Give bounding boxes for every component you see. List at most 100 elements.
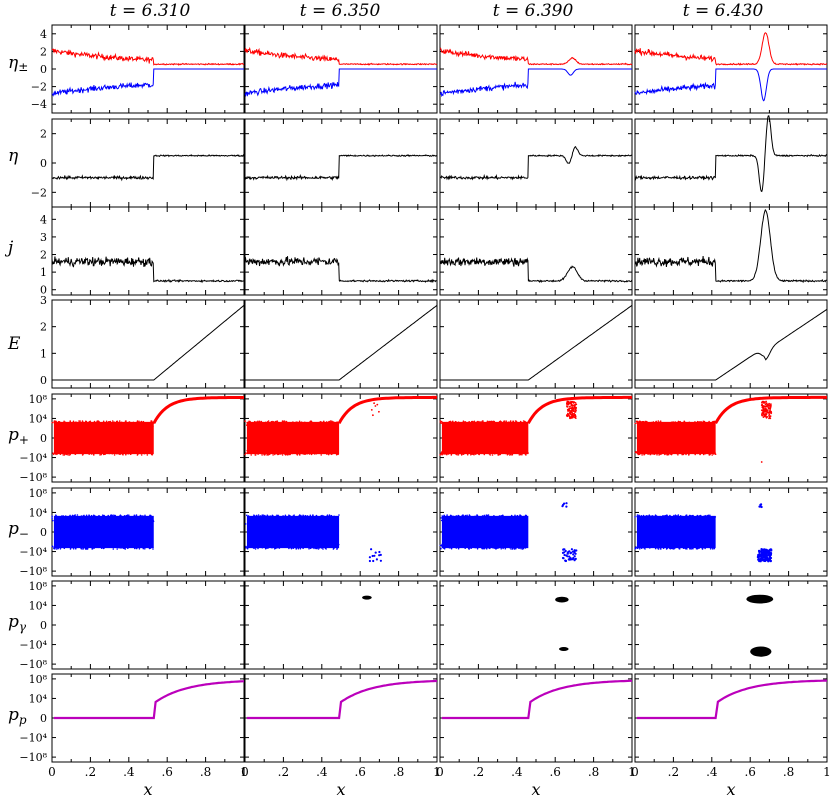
scatter-point [526, 543, 528, 545]
scatter-point [130, 453, 132, 455]
scatter-point [117, 449, 120, 451]
scatter-point [698, 421, 700, 424]
panel-frame [439, 580, 633, 670]
scatter-point [444, 422, 447, 425]
scatter-point [674, 421, 677, 423]
scatter-point [274, 547, 277, 550]
scatter-point [482, 420, 484, 422]
scatter-point [55, 453, 57, 456]
scatter-point [320, 454, 323, 456]
scatter-point [444, 519, 446, 522]
scatter-point [454, 451, 456, 454]
scatter-point [456, 518, 459, 521]
scatter-point [300, 421, 303, 424]
scatter-point [491, 454, 494, 456]
scatter-point [768, 415, 770, 417]
panel-p_plus-2 [244, 393, 438, 483]
scatter-point [502, 421, 505, 423]
scatter-point [768, 407, 770, 410]
scatter-point [325, 421, 328, 423]
scatter-point [451, 421, 454, 423]
scatter-point [75, 421, 77, 424]
scatter-point [300, 514, 302, 517]
y-tick-label: 10⁴ [29, 599, 48, 612]
panel-eta-3 [439, 118, 633, 208]
scatter-point [573, 549, 576, 552]
scatter-point [483, 514, 486, 517]
scatter-point [104, 516, 106, 519]
scatter-point [760, 554, 764, 557]
scatter-point [111, 422, 113, 424]
x-tick-label: 1 [433, 765, 441, 779]
scatter-point [572, 556, 575, 560]
scatter-point [78, 421, 81, 424]
scatter-point [686, 423, 689, 426]
scatter-point [506, 421, 508, 424]
scatter-point [524, 547, 527, 549]
x-tick-label: 1 [628, 765, 636, 779]
scatter-point [499, 544, 502, 546]
scatter-point [699, 450, 702, 453]
scatter-point [681, 453, 683, 456]
scatter-point [68, 448, 71, 451]
y-tick-label: 0 [40, 284, 47, 297]
panel-p_minus-1: 10⁸ 10⁴ 0 −10⁴ −10⁸ [19, 487, 245, 578]
scatter-point [297, 515, 300, 518]
scatter-point [74, 449, 76, 451]
scatter-branch-p-p [246, 679, 437, 720]
scatter-point [761, 409, 764, 412]
scatter-point [638, 420, 641, 423]
scatter-point [768, 417, 770, 420]
scatter-point [658, 543, 660, 545]
scatter-point [770, 412, 772, 415]
scatter-point [150, 453, 153, 456]
scatter-point [290, 547, 293, 550]
scatter-point [371, 554, 374, 558]
scatter-point [52, 547, 55, 549]
scatter-point [116, 425, 119, 428]
scatter-point [264, 423, 266, 426]
scatter-point [483, 453, 486, 456]
scatter-point [306, 545, 308, 547]
scatter-point [327, 427, 329, 429]
scatter-point [439, 454, 441, 456]
scatter-point [510, 519, 513, 521]
scatter-point [83, 427, 86, 429]
scatter-point [485, 544, 488, 546]
scatter-point [332, 517, 335, 519]
scatter-point [671, 425, 674, 427]
scatter-point [445, 452, 447, 455]
scatter-point [680, 516, 682, 518]
scatter-point [111, 426, 113, 428]
scatter-point [768, 413, 771, 416]
scatter-point [109, 541, 111, 543]
panel-frame [439, 118, 633, 208]
scatter-point [714, 516, 717, 518]
scatter-point [301, 434, 304, 437]
scatter-point [67, 424, 70, 427]
scatter-point [103, 542, 106, 545]
scatter-point [88, 517, 91, 520]
scatter-point [274, 541, 277, 543]
scatter-point [468, 421, 471, 423]
scatter-point [315, 514, 318, 517]
scatter-point [671, 448, 673, 450]
scatter-point [457, 547, 460, 550]
scatter-point [443, 515, 446, 517]
scatter-point [515, 543, 518, 546]
scatter-point [100, 453, 102, 456]
scatter-point [662, 547, 665, 550]
scatter-point [248, 545, 250, 548]
scatter-branch-p-plus [152, 396, 244, 425]
scatter-point [508, 422, 510, 425]
scatter-point [249, 450, 251, 453]
scatter-point [306, 452, 309, 455]
scatter-point [476, 539, 479, 541]
scatter-point [470, 425, 473, 428]
x-tick-label: 0 [241, 765, 249, 779]
scatter-point [688, 421, 691, 424]
scatter-point [769, 406, 772, 409]
scatter-point [268, 451, 271, 454]
scatter-point [294, 545, 297, 547]
scatter-point [106, 516, 109, 518]
